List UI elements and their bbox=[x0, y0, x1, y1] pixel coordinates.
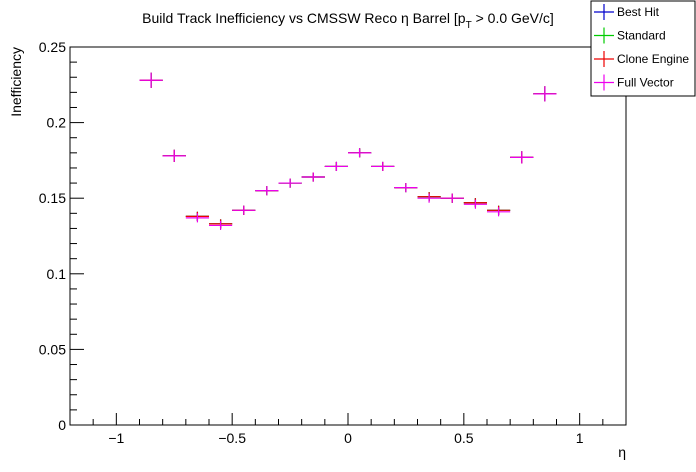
legend: Best Hit Standard Clone Engine Full Vector bbox=[590, 0, 696, 97]
chart-title-subscript: T bbox=[466, 20, 472, 31]
y-tick-label: 0.05 bbox=[39, 341, 66, 357]
data-point bbox=[139, 72, 163, 88]
legend-box bbox=[590, 0, 696, 97]
legend-item: Best Hit bbox=[594, 4, 660, 20]
data-points bbox=[139, 72, 557, 230]
data-point bbox=[348, 148, 372, 158]
data-point bbox=[533, 86, 557, 102]
chart-title-tail: > 0.0 GeV/c] bbox=[472, 10, 554, 26]
y-tick-label: 0.1 bbox=[47, 266, 67, 282]
x-tick-label: −0.5 bbox=[218, 430, 246, 446]
x-tick-label: 0 bbox=[344, 430, 352, 446]
data-point bbox=[232, 205, 256, 215]
x-tick-label: 0.5 bbox=[454, 430, 474, 446]
y-tick-label: 0.2 bbox=[47, 115, 67, 131]
data-point bbox=[371, 161, 395, 171]
legend-label: Full Vector bbox=[617, 76, 674, 90]
chart-title-main: Build Track Inefficiency vs CMSSW Reco η… bbox=[142, 10, 466, 26]
legend-item: Full Vector bbox=[594, 74, 674, 91]
data-point bbox=[185, 213, 209, 223]
data-point bbox=[255, 186, 279, 196]
data-point bbox=[209, 220, 233, 230]
series-best-hit bbox=[139, 72, 557, 229]
data-point bbox=[162, 149, 186, 162]
legend-label: Best Hit bbox=[617, 5, 660, 19]
y-tick-label: 0.15 bbox=[39, 190, 66, 206]
data-point bbox=[301, 172, 325, 182]
legend-label: Standard bbox=[617, 29, 666, 43]
data-point bbox=[324, 161, 348, 171]
y-tick-label: 0.25 bbox=[39, 39, 66, 55]
plot-frame bbox=[69, 46, 627, 426]
data-point bbox=[510, 151, 534, 164]
x-tick-label: 1 bbox=[576, 430, 584, 446]
data-point bbox=[487, 207, 511, 217]
series-standard bbox=[139, 72, 557, 229]
legend-label: Clone Engine bbox=[617, 52, 689, 66]
data-point bbox=[417, 193, 441, 203]
legend-item: Clone Engine bbox=[594, 51, 689, 67]
x-axis: −1 −0.5 0 0.5 1 bbox=[69, 413, 627, 446]
chart-title: Build Track Inefficiency vs CMSSW Reco η… bbox=[142, 10, 554, 31]
y-axis-label: Inefficiency bbox=[8, 47, 24, 117]
series-clone-engine bbox=[139, 72, 557, 229]
x-axis-label: η bbox=[618, 444, 626, 460]
series-full-vector bbox=[139, 72, 557, 230]
data-point bbox=[278, 178, 302, 188]
y-axis: 0 0.05 0.1 0.15 0.2 0.25 bbox=[39, 39, 84, 433]
x-tick-label: −1 bbox=[108, 430, 124, 446]
y-tick-label: 0 bbox=[58, 417, 66, 433]
data-point bbox=[463, 199, 487, 209]
data-point bbox=[394, 183, 418, 193]
legend-item: Standard bbox=[594, 27, 666, 44]
data-point bbox=[440, 193, 464, 203]
